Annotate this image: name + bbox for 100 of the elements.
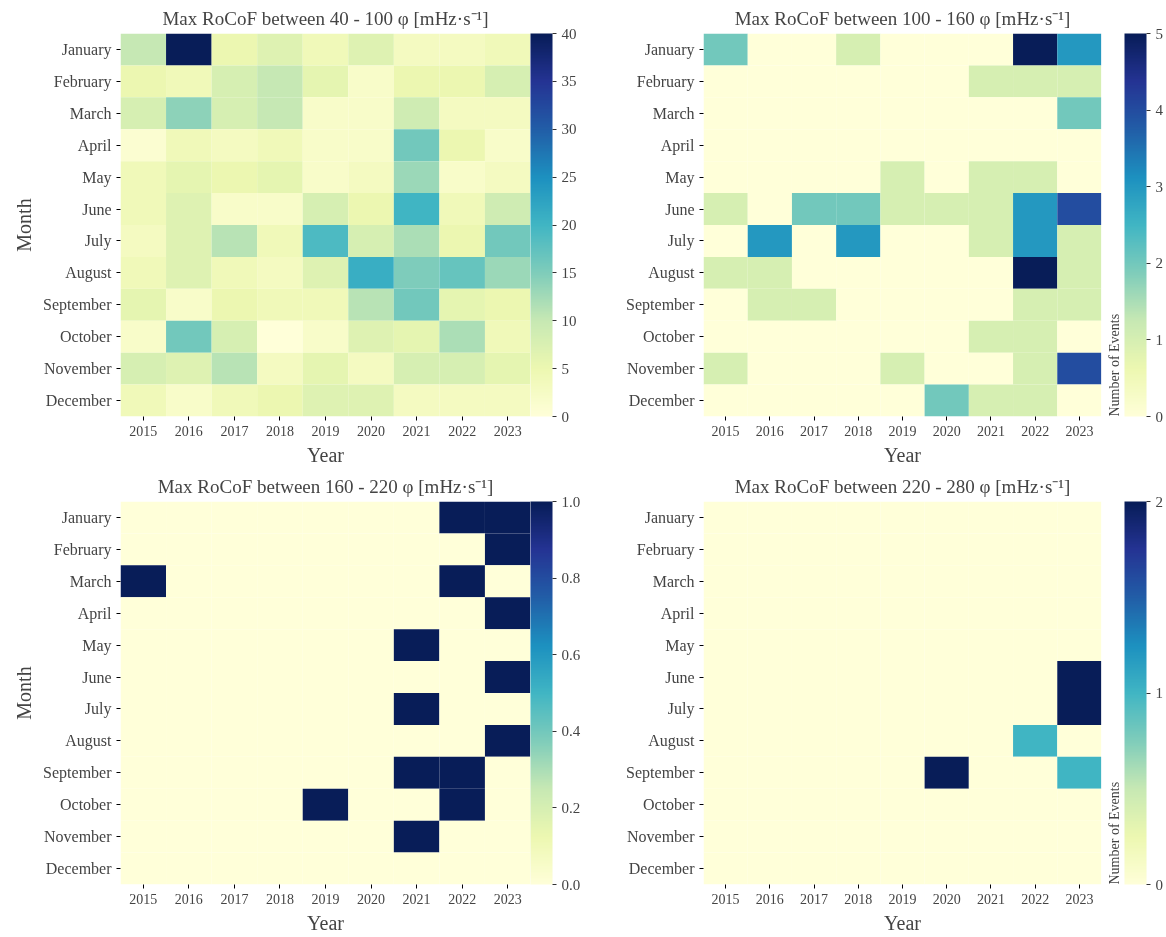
color-bar-label: 0.0 bbox=[561, 876, 581, 893]
y-tick-label: December bbox=[628, 860, 696, 878]
y-tick-label: September bbox=[43, 764, 113, 783]
y-tick-label: October bbox=[642, 328, 696, 346]
x-tick-label: 2021 bbox=[402, 423, 431, 439]
y-tick-label: July bbox=[667, 232, 695, 251]
y-tick-label: March bbox=[69, 572, 112, 590]
y-tick-label: June bbox=[82, 668, 112, 686]
x-tick-label: 2017 bbox=[800, 423, 829, 439]
color-bar-label: 35 bbox=[561, 73, 577, 90]
color-bar-label: 5 bbox=[1155, 25, 1163, 42]
x-tick-label: 2018 bbox=[844, 891, 873, 907]
x-tick-label: 2019 bbox=[888, 423, 917, 439]
x-axis-title: Year bbox=[307, 911, 345, 934]
x-tick-label: 2019 bbox=[311, 891, 340, 907]
x-axis-title: Year bbox=[884, 911, 922, 934]
y-tick-label: March bbox=[69, 104, 112, 122]
x-tick-label: 2018 bbox=[844, 423, 873, 439]
y-tick-label: January bbox=[61, 40, 112, 59]
x-tick-label: 2023 bbox=[493, 423, 522, 439]
y-tick-label: April bbox=[660, 604, 696, 623]
x-tick-label: 2015 bbox=[711, 423, 740, 439]
y-tick-label: January bbox=[644, 40, 695, 59]
x-tick-label: 2016 bbox=[755, 891, 784, 907]
chart-title: Max RoCoF between 100 - 160 φ [mHz·s⁻¹] bbox=[734, 7, 1071, 29]
y-tick-label: October bbox=[642, 796, 696, 814]
chart-title: Max RoCoF between 220 - 280 φ [mHz·s⁻¹] bbox=[734, 475, 1071, 497]
color-bar-label: 15 bbox=[561, 264, 577, 281]
y-tick-label: June bbox=[665, 668, 695, 686]
x-axis-title: Year bbox=[884, 443, 922, 466]
y-tick-label: November bbox=[43, 360, 113, 378]
color-bar-label: 5 bbox=[561, 360, 569, 377]
color-bar-label: 40 bbox=[561, 25, 577, 42]
color-bar-label: 20 bbox=[561, 217, 577, 233]
y-tick-label: August bbox=[648, 732, 696, 751]
color-bar-label: 0 bbox=[561, 408, 569, 425]
x-tick-label: 2015 bbox=[129, 891, 158, 907]
x-tick-label: 2017 bbox=[800, 891, 829, 907]
x-tick-label: 2016 bbox=[174, 423, 203, 439]
y-tick-label: November bbox=[626, 360, 696, 378]
x-axis-title: Year bbox=[307, 443, 345, 466]
y-tick-label: December bbox=[45, 392, 113, 410]
x-tick-label: 2022 bbox=[1021, 423, 1050, 439]
x-tick-label: 2023 bbox=[1065, 423, 1094, 439]
color-bar-label: 0.4 bbox=[561, 723, 581, 740]
y-tick-label: April bbox=[77, 136, 113, 155]
y-tick-label: February bbox=[636, 540, 695, 559]
color-bar-label: 25 bbox=[561, 169, 577, 186]
x-tick-label: 2016 bbox=[174, 891, 203, 907]
color-bar-label: 4 bbox=[1155, 102, 1164, 119]
chart-title: Max RoCoF between 160 - 220 φ [mHz·s⁻¹] bbox=[157, 475, 494, 497]
x-tick-label: 2020 bbox=[932, 423, 961, 439]
y-tick-label: April bbox=[77, 604, 113, 623]
y-tick-label: December bbox=[628, 392, 696, 410]
x-tick-label: 2018 bbox=[265, 423, 294, 439]
y-axis-title: Month bbox=[13, 198, 36, 252]
y-tick-label: August bbox=[65, 264, 113, 283]
color-bar-label: 0.2 bbox=[561, 799, 581, 816]
color-bar-label: 2 bbox=[1155, 493, 1163, 510]
x-tick-label: 2022 bbox=[1021, 891, 1050, 907]
y-tick-label: February bbox=[53, 540, 112, 559]
x-tick-label: 2020 bbox=[357, 423, 386, 439]
y-tick-label: March bbox=[652, 104, 695, 122]
color-bar-label: 2 bbox=[1155, 255, 1163, 272]
x-tick-label: 2019 bbox=[888, 891, 917, 907]
x-tick-label: 2021 bbox=[402, 891, 431, 907]
y-tick-label: February bbox=[636, 72, 695, 91]
color-bar-label: 1 bbox=[1155, 331, 1163, 348]
color-bar-label: 1 bbox=[1155, 685, 1163, 701]
y-axis-title: Month bbox=[13, 666, 36, 720]
y-tick-label: August bbox=[65, 732, 113, 751]
y-tick-label: July bbox=[84, 232, 112, 251]
x-tick-label: 2021 bbox=[976, 423, 1005, 439]
y-tick-label: May bbox=[665, 168, 695, 187]
y-tick-label: February bbox=[53, 72, 112, 91]
y-tick-label: September bbox=[626, 764, 696, 783]
y-tick-label: September bbox=[626, 296, 696, 315]
color-bar-label: 0 bbox=[1155, 408, 1163, 425]
y-tick-label: January bbox=[644, 508, 695, 527]
color-bar-label: 10 bbox=[561, 312, 577, 329]
x-tick-label: 2016 bbox=[755, 423, 784, 439]
color-bar-title: Number of Events bbox=[1106, 781, 1122, 885]
color-bar-label: 0.8 bbox=[561, 570, 581, 587]
color-bar-title: Number of Events bbox=[1106, 313, 1122, 417]
color-bar-label: 0 bbox=[1155, 876, 1163, 893]
x-tick-label: 2015 bbox=[129, 423, 158, 439]
color-bar-label: 0.6 bbox=[561, 646, 581, 663]
y-tick-label: June bbox=[82, 200, 112, 218]
x-tick-label: 2022 bbox=[448, 423, 477, 439]
x-tick-label: 2017 bbox=[220, 423, 249, 439]
y-tick-label: July bbox=[667, 700, 695, 719]
x-tick-label: 2021 bbox=[976, 891, 1005, 907]
y-tick-label: May bbox=[82, 636, 112, 655]
y-tick-label: October bbox=[59, 328, 113, 346]
x-tick-label: 2022 bbox=[448, 891, 477, 907]
y-tick-label: July bbox=[84, 700, 112, 719]
y-tick-label: April bbox=[660, 136, 696, 155]
y-tick-label: March bbox=[652, 572, 695, 590]
x-tick-label: 2020 bbox=[357, 891, 386, 907]
y-tick-label: June bbox=[665, 200, 695, 218]
